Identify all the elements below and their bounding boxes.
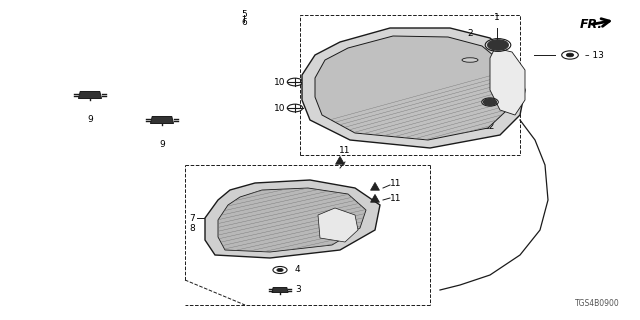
Text: 11: 11 bbox=[339, 146, 351, 155]
Text: 4: 4 bbox=[295, 266, 301, 275]
Text: – 13: – 13 bbox=[585, 51, 604, 60]
Circle shape bbox=[484, 99, 497, 105]
Text: 11: 11 bbox=[390, 179, 401, 188]
Polygon shape bbox=[490, 48, 525, 115]
Polygon shape bbox=[371, 182, 380, 190]
Polygon shape bbox=[218, 188, 366, 252]
Polygon shape bbox=[150, 116, 173, 124]
Ellipse shape bbox=[462, 58, 478, 62]
Polygon shape bbox=[335, 156, 344, 164]
Circle shape bbox=[277, 268, 283, 272]
Text: 9: 9 bbox=[87, 115, 93, 124]
Text: 1: 1 bbox=[494, 13, 500, 22]
Text: 7: 7 bbox=[189, 213, 195, 222]
Text: 3: 3 bbox=[295, 285, 301, 294]
Polygon shape bbox=[318, 208, 358, 242]
Circle shape bbox=[566, 53, 573, 57]
Text: TGS4B0900: TGS4B0900 bbox=[575, 299, 620, 308]
Bar bbox=[300, 15, 520, 155]
Text: 9: 9 bbox=[159, 140, 165, 149]
Text: 2: 2 bbox=[467, 29, 473, 38]
Text: 8: 8 bbox=[189, 223, 195, 233]
Circle shape bbox=[488, 40, 508, 50]
Polygon shape bbox=[205, 180, 380, 258]
Polygon shape bbox=[302, 28, 525, 148]
Polygon shape bbox=[315, 36, 512, 140]
Polygon shape bbox=[272, 288, 288, 292]
Text: 11: 11 bbox=[390, 194, 401, 203]
Polygon shape bbox=[79, 92, 102, 99]
Text: FR.: FR. bbox=[580, 18, 603, 31]
Text: 6: 6 bbox=[242, 18, 247, 27]
Bar bbox=[185, 165, 430, 305]
Polygon shape bbox=[371, 195, 380, 202]
Text: 10: 10 bbox=[273, 103, 285, 113]
Text: 5: 5 bbox=[242, 10, 247, 19]
Text: 10: 10 bbox=[273, 77, 285, 86]
Text: 12: 12 bbox=[484, 122, 496, 131]
